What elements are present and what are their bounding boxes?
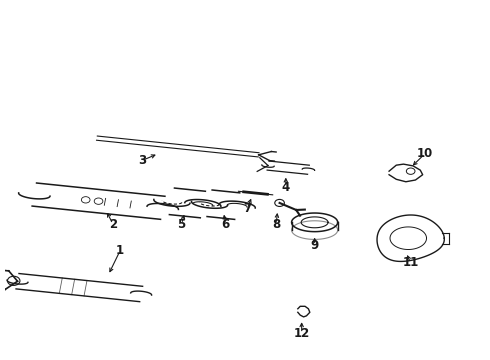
Text: 9: 9 [311,239,319,252]
Text: 3: 3 [138,154,146,167]
Text: 4: 4 [282,181,290,194]
Text: 5: 5 [177,217,186,231]
Text: 1: 1 [116,244,124,257]
Text: 2: 2 [109,217,117,231]
Text: 12: 12 [294,327,310,340]
Text: 6: 6 [221,217,230,231]
Text: 10: 10 [417,147,433,160]
Text: 8: 8 [272,217,280,231]
Text: 7: 7 [244,202,251,215]
Text: 11: 11 [403,256,419,269]
